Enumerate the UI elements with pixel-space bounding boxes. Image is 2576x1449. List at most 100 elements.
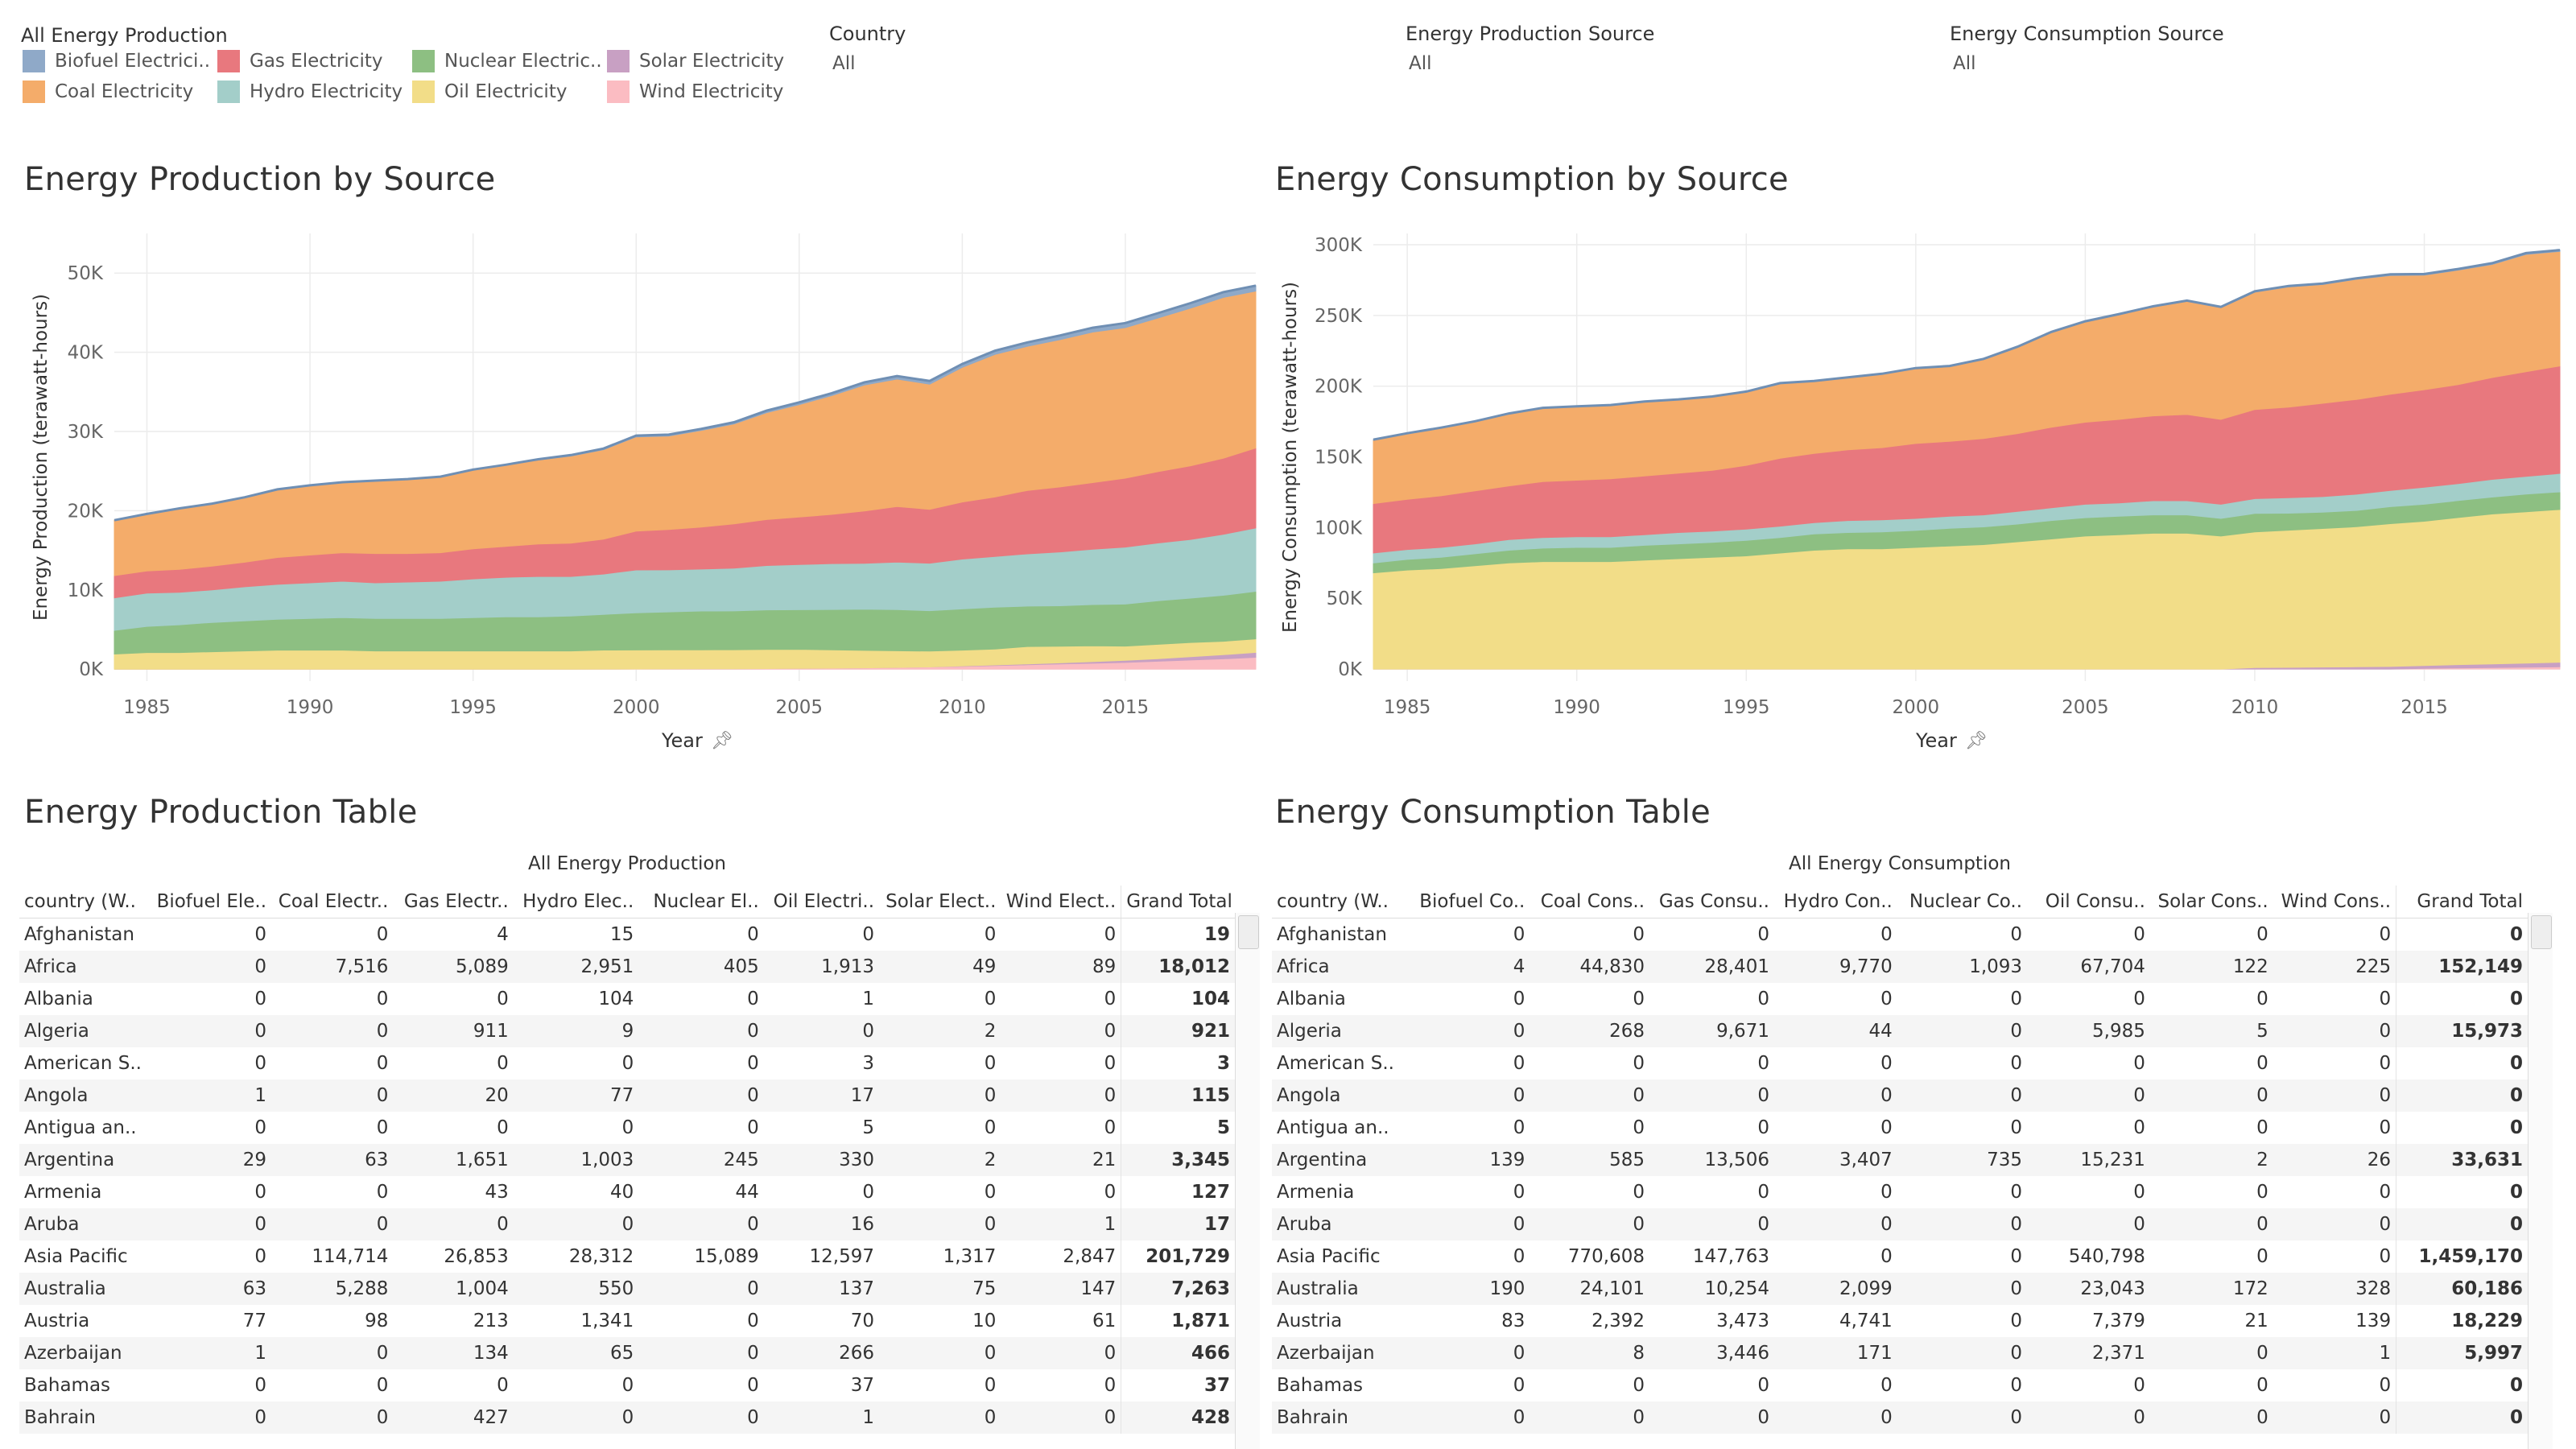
- table-row[interactable]: Angola 1 0 20 77 0 17 0 0 115: [19, 1080, 1235, 1112]
- column-header[interactable]: country (W..: [19, 886, 148, 919]
- value-cell: 0: [376, 1117, 389, 1138]
- table-row[interactable]: Asia Pacific 0 770,608 147,763 0 0 540,798 0 0 1,…: [1272, 1241, 2528, 1273]
- table-row[interactable]: Azerbaijan 0 8 3,446 171 0 2,371 0 1 5,997: [1272, 1337, 2528, 1369]
- column-header[interactable]: Nuclear Co..: [1897, 886, 2028, 919]
- table-row[interactable]: Africa 4 44,830 28,401 9,770 1,093 67,704 122 22…: [1272, 951, 2528, 983]
- table-row[interactable]: Albania 0 0 0 104 0 1 0 0 104: [19, 983, 1235, 1015]
- legend-item[interactable]: Hydro Electricity: [217, 80, 412, 103]
- column-header[interactable]: Grand Total: [1121, 886, 1235, 919]
- production-source-filter-value[interactable]: All: [1409, 53, 1432, 74]
- grand-total-cell: 0: [2396, 1047, 2528, 1080]
- table-row[interactable]: Bahrain 0 0 0 0 0 0 0 0 0: [1272, 1402, 2528, 1434]
- table-row[interactable]: Aruba 0 0 0 0 0 16 0 1 17: [19, 1208, 1235, 1241]
- column-header[interactable]: country (W..: [1272, 886, 1404, 919]
- table-row[interactable]: Argentina 29 63 1,651 1,003 245 330 2 21 3,345: [19, 1144, 1235, 1176]
- table-row[interactable]: Antigua an.. 0 0 0 0 0 0 0 0 0: [1272, 1112, 2528, 1144]
- column-header[interactable]: Biofuel Ele..: [147, 886, 272, 919]
- table-row[interactable]: Bahamas 0 0 0 0 0 0 0 0 0: [1272, 1369, 2528, 1402]
- column-header[interactable]: Solar Elect..: [879, 886, 1001, 919]
- grand-total-cell: 3,345: [1121, 1144, 1235, 1176]
- value-cell: 911: [393, 1015, 514, 1047]
- value-cell: 1,913: [763, 951, 880, 983]
- value-cell: 0: [2256, 924, 2268, 945]
- table-row[interactable]: Afghanistan 0 0 4 15 0 0 0 0 19: [19, 918, 1235, 951]
- table-row[interactable]: Armenia 0 0 0 0 0 0 0 0 0: [1272, 1176, 2528, 1208]
- consumption-source-filter[interactable]: Energy Consumption Source All: [1950, 23, 2224, 74]
- table-row[interactable]: American S.. 0 0 0 0 0 3 0 0 3: [19, 1047, 1235, 1080]
- production-area-chart[interactable]: 0K 10K 20K 30K 40K 50K 1985 1990 1995 2000 2005 201…: [0, 201, 1272, 781]
- column-header[interactable]: Wind Elect..: [1001, 886, 1121, 919]
- table-row[interactable]: Antigua an.. 0 0 0 0 0 5 0 0 5: [19, 1112, 1235, 1144]
- production-source-filter[interactable]: Energy Production Source All: [1406, 23, 1654, 74]
- column-header[interactable]: Nuclear El..: [638, 886, 764, 919]
- legend-item[interactable]: Coal Electricity: [23, 80, 217, 103]
- pin-icon[interactable]: 📌︎: [710, 730, 733, 751]
- value-cell: 3,446: [1649, 1337, 1774, 1369]
- value-cell: 0: [376, 1182, 389, 1203]
- table-row[interactable]: Albania 0 0 0 0 0 0 0 0 0: [1272, 983, 2528, 1015]
- grand-total-cell: 104: [1121, 983, 1235, 1015]
- table-row[interactable]: Australia 63 5,288 1,004 550 0 137 75 147 7,263: [19, 1273, 1235, 1305]
- consumption-table-scrollbar[interactable]: [2528, 913, 2553, 1449]
- value-cell: 0: [1104, 1117, 1117, 1138]
- value-cell: 63: [271, 1144, 394, 1176]
- legend-item[interactable]: Oil Electricity: [412, 80, 607, 103]
- value-cell: 0: [497, 1053, 509, 1074]
- table-row[interactable]: Africa 0 7,516 5,089 2,951 405 1,913 49 89 18,012: [19, 951, 1235, 983]
- consumption-source-filter-value[interactable]: All: [1953, 53, 1976, 74]
- table-row[interactable]: American S.. 0 0 0 0 0 0 0 0 0: [1272, 1047, 2528, 1080]
- column-header[interactable]: Oil Electri..: [763, 886, 880, 919]
- production-scroll-thumb[interactable]: [1238, 915, 1259, 949]
- legend-swatch: [607, 80, 630, 103]
- consumption-area-chart[interactable]: 0K 50K 100K 150K 200K 250K 300K 1985 1990 1995 200…: [1256, 201, 2576, 781]
- column-header[interactable]: Hydro Con..: [1773, 886, 1897, 919]
- legend-item[interactable]: Solar Electricity: [607, 50, 802, 72]
- table-row[interactable]: Bahrain 0 0 427 0 0 1 0 0 428: [19, 1402, 1235, 1434]
- table-row[interactable]: Algeria 0 268 9,671 44 0 5,985 5 0 15,973: [1272, 1015, 2528, 1047]
- table-row[interactable]: Aruba 0 0 0 0 0 0 0 0 0: [1272, 1208, 2528, 1241]
- column-header[interactable]: Coal Electr..: [271, 886, 394, 919]
- value-cell: 0: [1897, 1080, 2028, 1112]
- column-header[interactable]: Grand Total: [2396, 886, 2528, 919]
- table-row[interactable]: Algeria 0 0 911 9 0 0 2 0 921: [19, 1015, 1235, 1047]
- table-row[interactable]: Afghanistan 0 0 0 0 0 0 0 0 0: [1272, 918, 2528, 951]
- table-row[interactable]: Armenia 0 0 43 40 44 0 0 0 127: [19, 1176, 1235, 1208]
- table-row[interactable]: Argentina 139 585 13,506 3,407 735 15,231 2 26 33…: [1272, 1144, 2528, 1176]
- column-header[interactable]: Gas Electr..: [393, 886, 514, 919]
- x-tick-label: 2010: [939, 697, 986, 718]
- value-cell: 0: [2379, 1182, 2392, 1203]
- country-filter[interactable]: Country All: [829, 23, 906, 74]
- legend-item[interactable]: Gas Electricity: [217, 50, 412, 72]
- value-cell: 0: [2256, 1053, 2268, 1074]
- column-header[interactable]: Solar Cons..: [2149, 886, 2273, 919]
- pin-icon[interactable]: 📌︎: [1964, 730, 1988, 751]
- table-row[interactable]: Austria 77 98 213 1,341 0 70 10 61 1,871: [19, 1305, 1235, 1337]
- country-filter-value[interactable]: All: [832, 53, 856, 74]
- legend-item[interactable]: Wind Electricity: [607, 80, 802, 103]
- table-row[interactable]: Bahamas 0 0 0 0 0 37 0 0 37: [19, 1369, 1235, 1402]
- value-cell: 15,231: [2027, 1144, 2150, 1176]
- column-header[interactable]: Wind Cons..: [2273, 886, 2396, 919]
- table-row[interactable]: Austria 83 2,392 3,473 4,741 0 7,379 21 139 18,22…: [1272, 1305, 2528, 1337]
- column-header[interactable]: Hydro Elec..: [513, 886, 639, 919]
- column-header[interactable]: Coal Cons..: [1530, 886, 1650, 919]
- legend-item[interactable]: Biofuel Electrici..: [23, 50, 217, 72]
- value-cell: 0: [1513, 1053, 1525, 1074]
- table-row[interactable]: Azerbaijan 1 0 134 65 0 266 0 0 466: [19, 1337, 1235, 1369]
- legend-item[interactable]: Nuclear Electric..: [412, 50, 607, 72]
- legend-label: Gas Electricity: [250, 51, 383, 72]
- table-row[interactable]: Australia 190 24,101 10,254 2,099 0 23,043 172 3…: [1272, 1273, 2528, 1305]
- column-header[interactable]: Gas Consu..: [1649, 886, 1774, 919]
- value-cell: 1,003: [513, 1144, 639, 1176]
- production-table-scrollbar[interactable]: [1235, 913, 1260, 1449]
- value-cell: 0: [2256, 1246, 2268, 1267]
- column-header[interactable]: Oil Consu..: [2027, 886, 2150, 919]
- table-row[interactable]: Asia Pacific 0 114,714 26,853 28,312 15,089 12…: [19, 1241, 1235, 1273]
- consumption-scroll-thumb[interactable]: [2531, 915, 2552, 949]
- table-row[interactable]: Angola 0 0 0 0 0 0 0 0 0: [1272, 1080, 2528, 1112]
- value-cell: 7,379: [2092, 1311, 2145, 1331]
- grand-total-cell: 15,973: [2396, 1015, 2528, 1047]
- value-cell: 0: [271, 1208, 394, 1241]
- column-header[interactable]: Biofuel Co..: [1403, 886, 1530, 919]
- value-cell: 0: [1880, 1182, 1893, 1203]
